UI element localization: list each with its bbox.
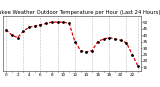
Title: Milwaukee Weather Outdoor Temperature per Hour (Last 24 Hours): Milwaukee Weather Outdoor Temperature pe… bbox=[0, 10, 160, 15]
